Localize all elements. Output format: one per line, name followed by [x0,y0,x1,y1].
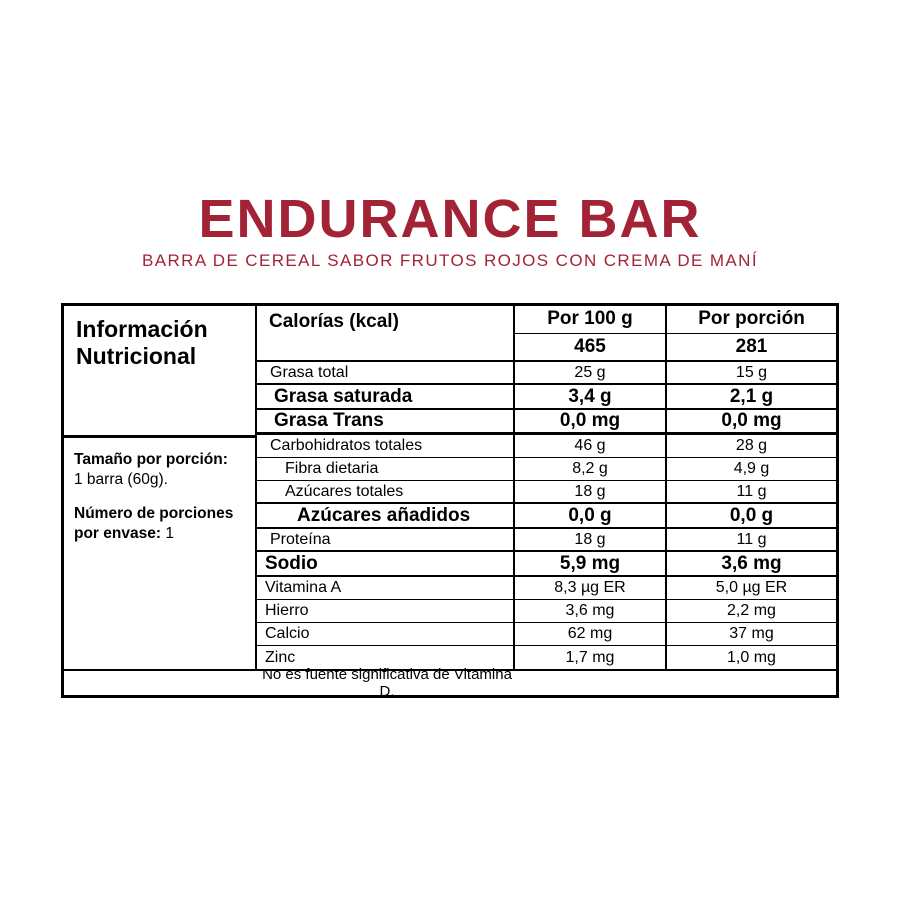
product-header: ENDURANCE BAR BARRA DE CEREAL SABOR FRUT… [0,192,900,271]
servings-per-container: Número de porciones por envase: 1 [74,504,247,544]
value-per-100g: 18 g [515,529,667,550]
servings-count-label: Número de porciones por envase: [74,505,234,542]
row-azucares-anadidos: Azúcares añadidos 0,0 g 0,0 g [257,504,836,529]
row-zinc: Zinc 1,7 mg 1,0 mg [257,646,836,669]
value-per-portion: 2,2 mg [727,602,776,619]
values-column: Calorías (kcal) Por 100 g Por porción 46… [257,306,836,669]
value-per-portion: 0,0 g [729,504,774,526]
value-per-portion: 0,0 mg [721,410,782,431]
nutrient-name: Grasa total [257,362,515,383]
nutrient-name: Zinc [257,646,515,669]
nutrient-name: Azúcares añadidos [257,504,515,527]
table-header: Calorías (kcal) Por 100 g Por porción 46… [257,306,836,362]
value-per-100g: 8,3 µg ER [515,577,667,599]
row-grasa-total: Grasa total 25 g 15 g [257,362,836,385]
value-per-100g: 46 g [515,435,667,457]
row-grasa-trans: Grasa Trans 0,0 mg 0,0 mg [257,410,836,435]
calories-per-100g: 465 [515,333,667,360]
per-portion-header: Por porción [698,308,805,330]
value-per-portion: 3,6 mg [721,552,782,574]
nutrient-name: Sodio [257,552,515,575]
value-per-100g: 25 g [515,362,667,383]
value-per-portion: 4,9 g [733,460,770,477]
row-vitamina-a: Vitamina A 8,3 µg ER 5,0 µg ER [257,577,836,600]
row-calcio: Calcio 62 mg 37 mg [257,623,836,646]
footnote-text: No es fuente significativa de Vitamina D… [262,666,512,700]
value-per-portion: 5,0 µg ER [715,579,788,596]
footnote-row: No es fuente significativa de Vitamina D… [64,666,836,700]
nutrient-name: Grasa saturada [257,385,515,408]
product-title: ENDURANCE BAR [198,189,702,249]
header-right: Por 100 g Por porción 465 281 [515,306,836,360]
value-per-100g: 0,0 mg [515,410,667,432]
row-hierro: Hierro 3,6 mg 2,2 mg [257,600,836,623]
column-headers-row: Por 100 g Por porción [515,306,836,334]
value-per-portion: 2,1 g [729,385,774,407]
value-per-100g: 62 mg [515,623,667,645]
value-per-100g: 3,6 mg [515,600,667,622]
info-column: Información Nutricional Tamaño por porci… [64,306,257,669]
value-per-100g: 0,0 g [515,504,667,527]
nutrient-name: Grasa Trans [257,410,515,432]
nutrient-name: Calcio [257,623,515,645]
product-subtitle: BARRA DE CEREAL SABOR FRUTOS ROJOS CON C… [142,251,758,270]
info-title-cell: Información Nutricional [64,306,255,438]
nutrition-label-page: ENDURANCE BAR BARRA DE CEREAL SABOR FRUT… [0,192,900,900]
row-proteina: Proteína 18 g 11 g [257,529,836,552]
value-per-100g: 18 g [515,481,667,502]
servings-count-value: 1 [165,525,174,542]
value-per-portion: 15 g [735,363,768,381]
value-per-portion: 11 g [736,530,767,548]
calories-header-cell: Calorías (kcal) [257,306,515,360]
calories-per-portion: 281 [735,335,768,357]
row-azucares-totales: Azúcares totales 18 g 11 g [257,481,836,504]
value-per-100g: 3,4 g [515,385,667,408]
row-carbohidratos-totales: Carbohidratos totales 46 g 28 g [257,435,836,458]
serving-size-value: 1 barra (60g). [74,471,168,488]
value-per-100g: 5,9 mg [515,552,667,575]
nutrition-facts-table: Información Nutricional Tamaño por porci… [61,303,839,700]
nutrient-name: Vitamina A [257,577,515,599]
value-per-100g: 1,7 mg [515,646,667,669]
nutrient-name: Proteína [257,529,515,550]
serving-info-cell: Tamaño por porción: 1 barra (60g). Númer… [64,438,255,669]
value-per-portion: 1,0 mg [727,648,776,666]
row-sodio: Sodio 5,9 mg 3,6 mg [257,552,836,577]
table-main: Información Nutricional Tamaño por porci… [64,306,836,669]
row-fibra-dietaria: Fibra dietaria 8,2 g 4,9 g [257,458,836,481]
nutrient-name: Fibra dietaria [257,458,515,480]
nutrient-name: Carbohidratos totales [257,435,515,457]
nutrient-name: Hierro [257,600,515,622]
info-title: Información Nutricional [76,316,208,369]
per-100g-header: Por 100 g [515,306,667,333]
value-per-portion: 37 mg [729,625,774,642]
value-per-100g: 8,2 g [515,458,667,480]
calories-values-row: 465 281 [515,333,836,360]
nutrient-name: Azúcares totales [257,481,515,502]
row-grasa-saturada: Grasa saturada 3,4 g 2,1 g [257,385,836,410]
value-per-portion: 28 g [735,437,768,454]
value-per-portion: 11 g [736,482,767,500]
serving-size: Tamaño por porción: 1 barra (60g). [74,450,247,490]
serving-size-label: Tamaño por porción: [74,451,228,468]
nutrient-rows: Grasa total 25 g 15 g Grasa saturada 3,4 g 2,… [257,362,836,669]
